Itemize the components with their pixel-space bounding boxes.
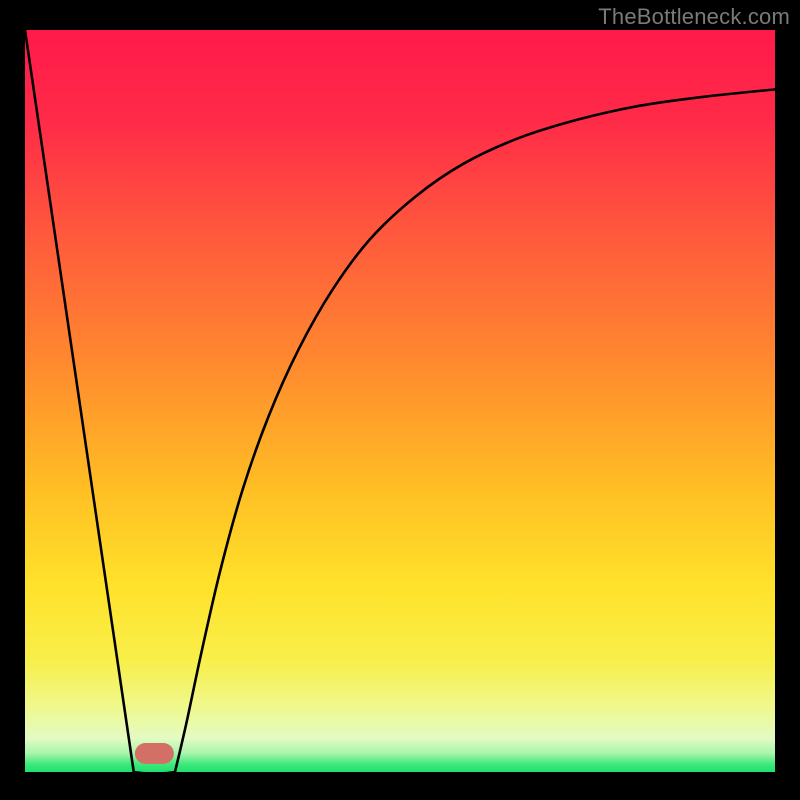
gradient-background [25, 30, 775, 772]
attribution-label: TheBottleneck.com [598, 4, 790, 30]
chart-svg [25, 30, 775, 772]
valley-marker [135, 743, 174, 764]
chart-root [25, 30, 775, 772]
